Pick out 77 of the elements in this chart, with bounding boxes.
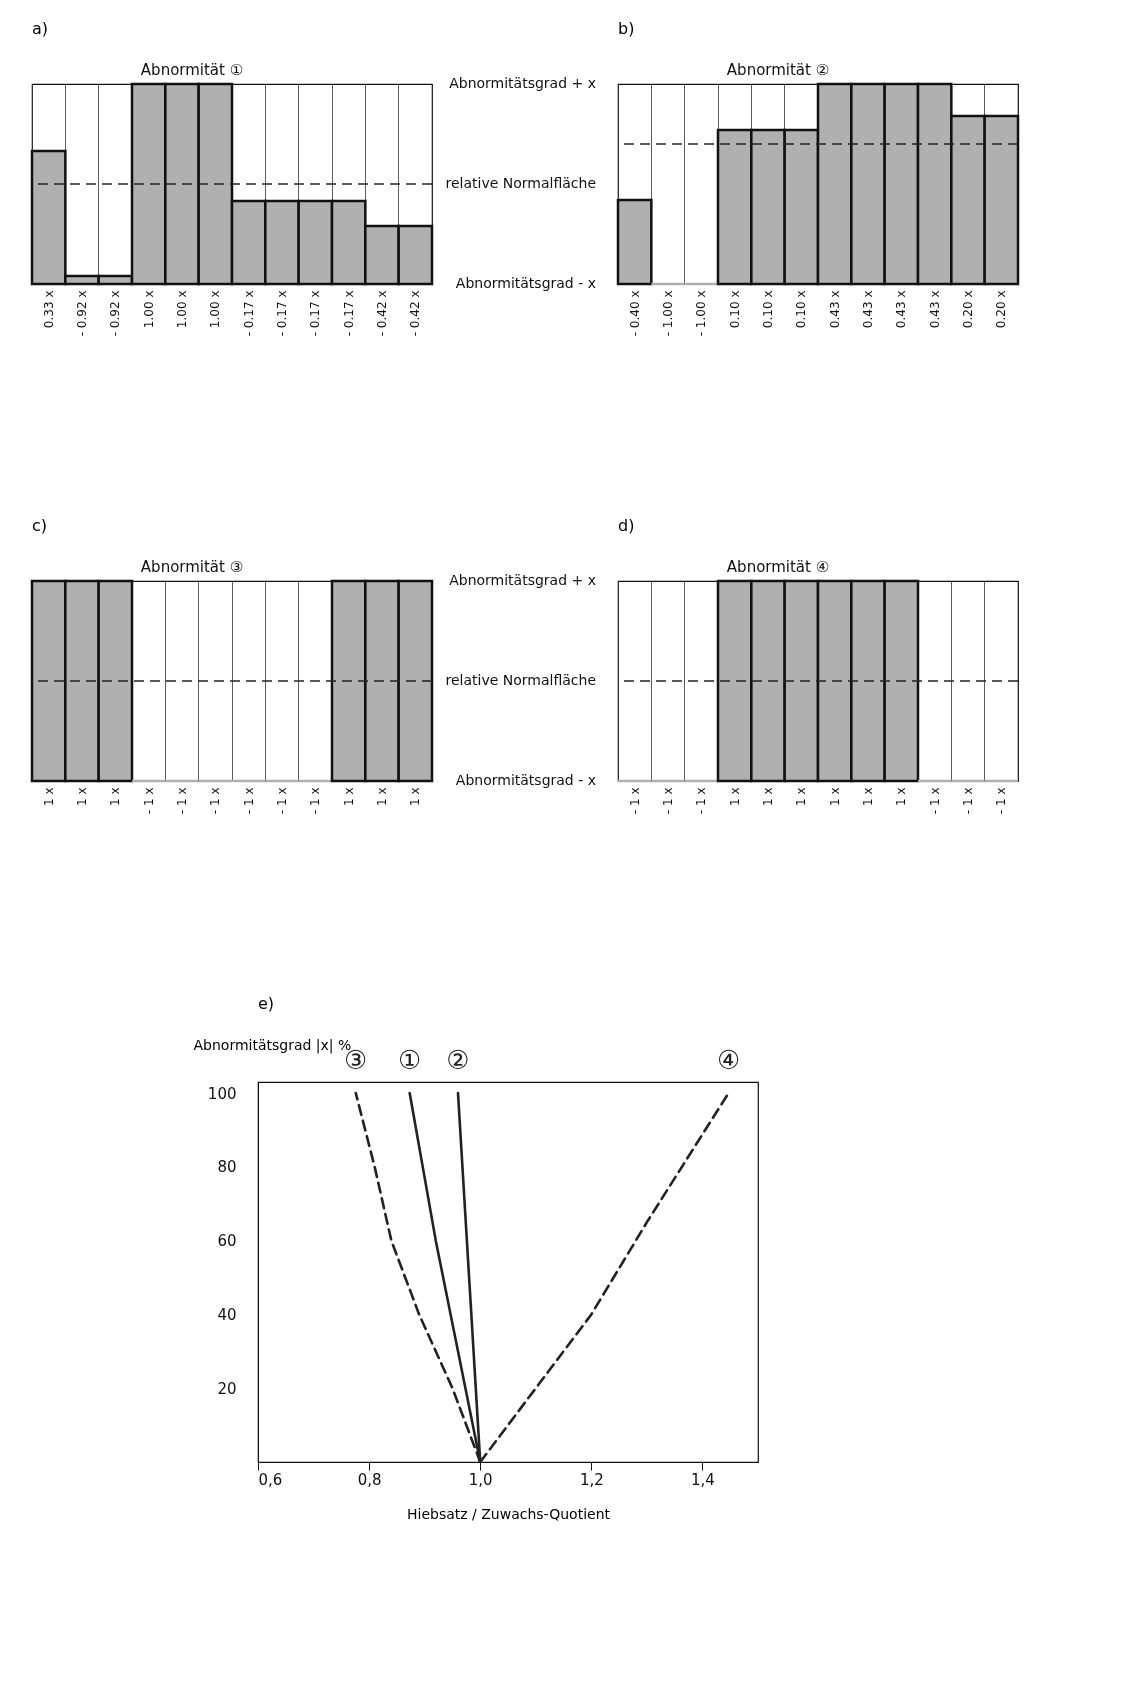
chart-subtitle: Abnormität ② bbox=[726, 61, 830, 79]
x-tick-label: - 1 x bbox=[241, 787, 256, 815]
x-tick-label: 1.00 x bbox=[208, 290, 223, 329]
chart-title: d) bbox=[618, 516, 635, 535]
x-tick-label: - 1.00 x bbox=[661, 290, 675, 337]
x-tick-label: 0.43 x bbox=[894, 290, 909, 329]
chart-subtitle: Abnormität ① bbox=[140, 61, 244, 79]
x-tick-label: 0.10 x bbox=[794, 290, 809, 329]
x-tick-label: - 0.17 x bbox=[341, 290, 356, 337]
x-tick-label: - 1 x bbox=[208, 787, 223, 815]
chart-title: c) bbox=[32, 516, 48, 535]
x-tick-label: - 1 x bbox=[141, 787, 156, 815]
x-tick-label: 1.00 x bbox=[141, 290, 156, 329]
x-tick-label: - 0.42 x bbox=[375, 290, 389, 337]
x-tick-label: - 1 x bbox=[308, 787, 323, 815]
x-axis-title: Hiebsatz / Zuwachs-Quotient bbox=[407, 1505, 611, 1522]
x-tick-label: 1,2 bbox=[579, 1470, 604, 1489]
x-tick-label: 0.20 x bbox=[961, 290, 975, 329]
x-tick-label: 0,6 bbox=[258, 1470, 283, 1489]
text: Abnormitätsgrad + x bbox=[449, 75, 596, 91]
x-tick-label: 1 x bbox=[41, 787, 56, 807]
x-tick-label: 1,0 bbox=[468, 1470, 493, 1489]
x-tick-label: 1 x bbox=[727, 787, 742, 807]
x-tick-label: - 1 x bbox=[994, 787, 1009, 815]
x-tick-label: 0.43 x bbox=[827, 290, 842, 329]
x-tick-label: 0.43 x bbox=[927, 290, 942, 329]
text: Abnormitätsgrad + x bbox=[449, 572, 596, 588]
x-tick-label: 0.20 x bbox=[994, 290, 1009, 329]
x-tick-label: - 1 x bbox=[275, 787, 289, 815]
x-tick-label: - 0.17 x bbox=[308, 290, 323, 337]
x-tick-label: 0,8 bbox=[357, 1470, 382, 1489]
text: Abnormitätsgrad - x bbox=[455, 772, 596, 788]
series-label: ① bbox=[398, 1045, 422, 1075]
series-label: ④ bbox=[716, 1045, 741, 1075]
x-tick-label: 1 x bbox=[108, 787, 123, 807]
x-tick-label: - 1 x bbox=[627, 787, 642, 815]
x-tick-label: 1 x bbox=[894, 787, 909, 807]
x-tick-label: 1 x bbox=[827, 787, 842, 807]
x-tick-label: 0.10 x bbox=[727, 290, 742, 329]
chart-title: b) bbox=[618, 19, 635, 38]
x-tick-label: 1 x bbox=[375, 787, 389, 807]
x-tick-label: 0.33 x bbox=[41, 290, 56, 329]
x-tick-label: - 0.17 x bbox=[241, 290, 256, 337]
chart-title: a) bbox=[32, 19, 49, 38]
x-tick-label: - 0.42 x bbox=[408, 290, 423, 337]
x-tick-label: - 1 x bbox=[694, 787, 709, 815]
x-tick-label: - 1 x bbox=[661, 787, 675, 815]
chart-title: e) bbox=[258, 994, 275, 1013]
x-tick-label: 0.10 x bbox=[761, 290, 775, 329]
x-tick-label: 1,4 bbox=[691, 1470, 715, 1489]
y-tick-label: 100 bbox=[207, 1084, 237, 1103]
x-tick-label: 1 x bbox=[794, 787, 809, 807]
x-tick-label: - 0.92 x bbox=[75, 290, 89, 337]
text: relative Normalfläche bbox=[445, 175, 596, 191]
series-label: ② bbox=[446, 1045, 470, 1075]
x-tick-label: - 0.40 x bbox=[627, 290, 642, 337]
x-tick-label: 0.43 x bbox=[861, 290, 875, 329]
x-tick-label: 1 x bbox=[75, 787, 89, 807]
x-tick-label: 1.00 x bbox=[175, 290, 189, 329]
x-tick-label: - 0.17 x bbox=[275, 290, 289, 337]
x-tick-label: - 1 x bbox=[961, 787, 975, 815]
y-tick-label: 60 bbox=[217, 1232, 237, 1251]
chart-subtitle: Abnormität ④ bbox=[726, 558, 830, 576]
x-tick-label: - 1.00 x bbox=[694, 290, 709, 337]
x-tick-label: - 1 x bbox=[927, 787, 942, 815]
text: Abnormitätsgrad - x bbox=[455, 275, 596, 291]
x-tick-label: 1 x bbox=[761, 787, 775, 807]
x-tick-label: 1 x bbox=[861, 787, 875, 807]
y-tick-label: 40 bbox=[217, 1305, 237, 1324]
text: relative Normalfläche bbox=[445, 672, 596, 688]
x-tick-label: - 1 x bbox=[175, 787, 189, 815]
x-tick-label: - 0.92 x bbox=[108, 290, 123, 337]
x-tick-label: 1 x bbox=[408, 787, 423, 807]
x-tick-label: 1 x bbox=[341, 787, 356, 807]
y-tick-label: 80 bbox=[217, 1158, 237, 1177]
y-tick-label: 20 bbox=[217, 1379, 237, 1398]
chart-subtitle: Abnormität ③ bbox=[140, 558, 244, 576]
